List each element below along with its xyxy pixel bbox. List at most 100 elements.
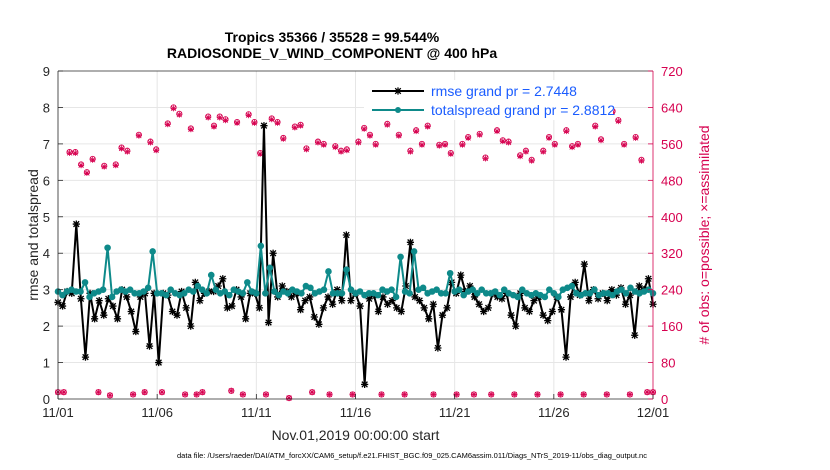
totalspread-point: [86, 293, 93, 301]
y-right-tick-label: 560: [661, 137, 683, 152]
rmse-point: [443, 304, 451, 312]
rmse-point: [544, 317, 552, 325]
obs-assimilated-marker: [418, 141, 425, 148]
obs-assimilated-marker: [222, 117, 229, 124]
rmse-point: [530, 297, 538, 305]
obs-assimilated-marker: [210, 123, 217, 130]
obs-assimilated-marker: [644, 389, 651, 396]
rmse-point: [173, 311, 181, 319]
totalspread-point: [284, 290, 292, 297]
totalspread-point: [81, 279, 89, 286]
totalspread-point: [244, 279, 251, 286]
rmse-point: [521, 304, 529, 312]
rmse-point: [296, 306, 305, 314]
obs-assimilated-marker: [124, 148, 131, 155]
totalspread-point: [262, 290, 269, 297]
obs-assimilated-marker: [164, 121, 171, 128]
rmse-point: [621, 300, 630, 308]
rmse-point: [81, 353, 90, 361]
rmse-point: [548, 307, 556, 316]
rmse-point: [301, 297, 309, 305]
totalspread-point: [491, 288, 499, 295]
y-right-tick-label: 320: [661, 246, 683, 261]
totalspread-point: [388, 286, 395, 293]
totalspread-point: [397, 253, 404, 261]
rmse-point: [374, 307, 382, 316]
obs-assimilated-marker: [499, 138, 506, 145]
rmse-point: [269, 249, 277, 257]
rmse-point: [182, 304, 190, 312]
obs-assimilated-marker: [239, 391, 246, 398]
obs-assimilated-marker: [141, 389, 148, 396]
rmse-point: [438, 311, 447, 319]
rmse-point: [168, 307, 177, 316]
rmse-point: [402, 282, 410, 290]
totalspread-point: [546, 286, 553, 293]
totalspread-point: [140, 288, 147, 295]
obs-assimilated-marker: [574, 141, 581, 148]
totalspread-point: [104, 244, 111, 252]
obs-assimilated-marker: [482, 155, 489, 162]
y-tick-label: 5: [43, 210, 50, 225]
obs-assimilated-marker: [262, 391, 269, 398]
rmse-point: [580, 260, 588, 268]
totalspread-point: [627, 284, 634, 292]
obs-assimilated-marker: [106, 392, 113, 399]
x-tick-label: 11/21: [439, 405, 471, 420]
totalspread-point: [253, 290, 260, 297]
obs-assimilated-marker: [187, 126, 194, 133]
totalspread-point: [392, 293, 400, 301]
obs-assimilated-marker: [638, 157, 645, 164]
obs-assimilated-marker: [95, 389, 102, 396]
rmse-point: [626, 291, 634, 299]
rmse-point: [187, 322, 195, 330]
totalspread-point: [212, 286, 220, 293]
totalspread-point: [162, 291, 170, 299]
obs-assimilated-marker: [378, 391, 385, 398]
rmse-point: [562, 353, 570, 361]
obs-assimilated-marker: [228, 387, 235, 394]
data-file-footer: data file: /Users/raeder/DAI/ATM_forcXX/…: [177, 451, 647, 460]
obs-assimilated-marker: [274, 119, 281, 126]
rmse-point: [242, 315, 250, 323]
obs-assimilated-marker: [395, 132, 402, 139]
totalspread-point: [568, 282, 576, 290]
rmse-point: [123, 293, 131, 301]
obs-assimilated-marker: [130, 391, 137, 398]
obs-assimilated-marker: [511, 391, 518, 398]
obs-assimilated-marker: [494, 128, 501, 135]
rmse-point: [255, 304, 263, 312]
rmse-point: [475, 300, 483, 308]
obs-assimilated-marker: [569, 144, 576, 151]
totalspread-point: [478, 286, 486, 293]
rmse-point: [214, 282, 222, 290]
totalspread-point: [442, 290, 449, 297]
obs-assimilated-marker: [303, 146, 310, 153]
totalspread-point: [609, 291, 616, 299]
obs-assimilated-marker: [245, 112, 252, 119]
totalspread-point: [77, 288, 84, 295]
rmse-point: [338, 297, 346, 305]
chart-subtitle: RADIOSONDE_V_WIND_COMPONENT @ 400 hPa: [167, 45, 497, 61]
obs-assimilated-marker: [66, 150, 73, 156]
rmse-point: [356, 302, 364, 310]
series-layer: [54, 104, 657, 402]
obs-assimilated-marker: [447, 150, 454, 157]
rmse-point: [319, 304, 328, 312]
rmse-point: [585, 297, 593, 305]
rmse-point: [539, 311, 547, 319]
obs-assimilated-marker: [615, 118, 622, 125]
rmse-point: [127, 307, 135, 316]
obs-assimilated-marker: [153, 147, 160, 154]
y-tick-label: 1: [43, 356, 50, 371]
legend-marker-rmse: [394, 87, 402, 95]
obs-assimilated-marker: [268, 116, 275, 123]
totalspread-point: [149, 248, 156, 255]
rmse-point: [635, 282, 643, 290]
obs-assimilated-marker: [112, 162, 119, 169]
rmse-point: [342, 231, 350, 239]
totalspread-point: [257, 242, 265, 250]
rmse-point: [406, 238, 415, 246]
totalspread-point: [275, 291, 283, 299]
obs-assimilated-marker: [632, 134, 639, 141]
